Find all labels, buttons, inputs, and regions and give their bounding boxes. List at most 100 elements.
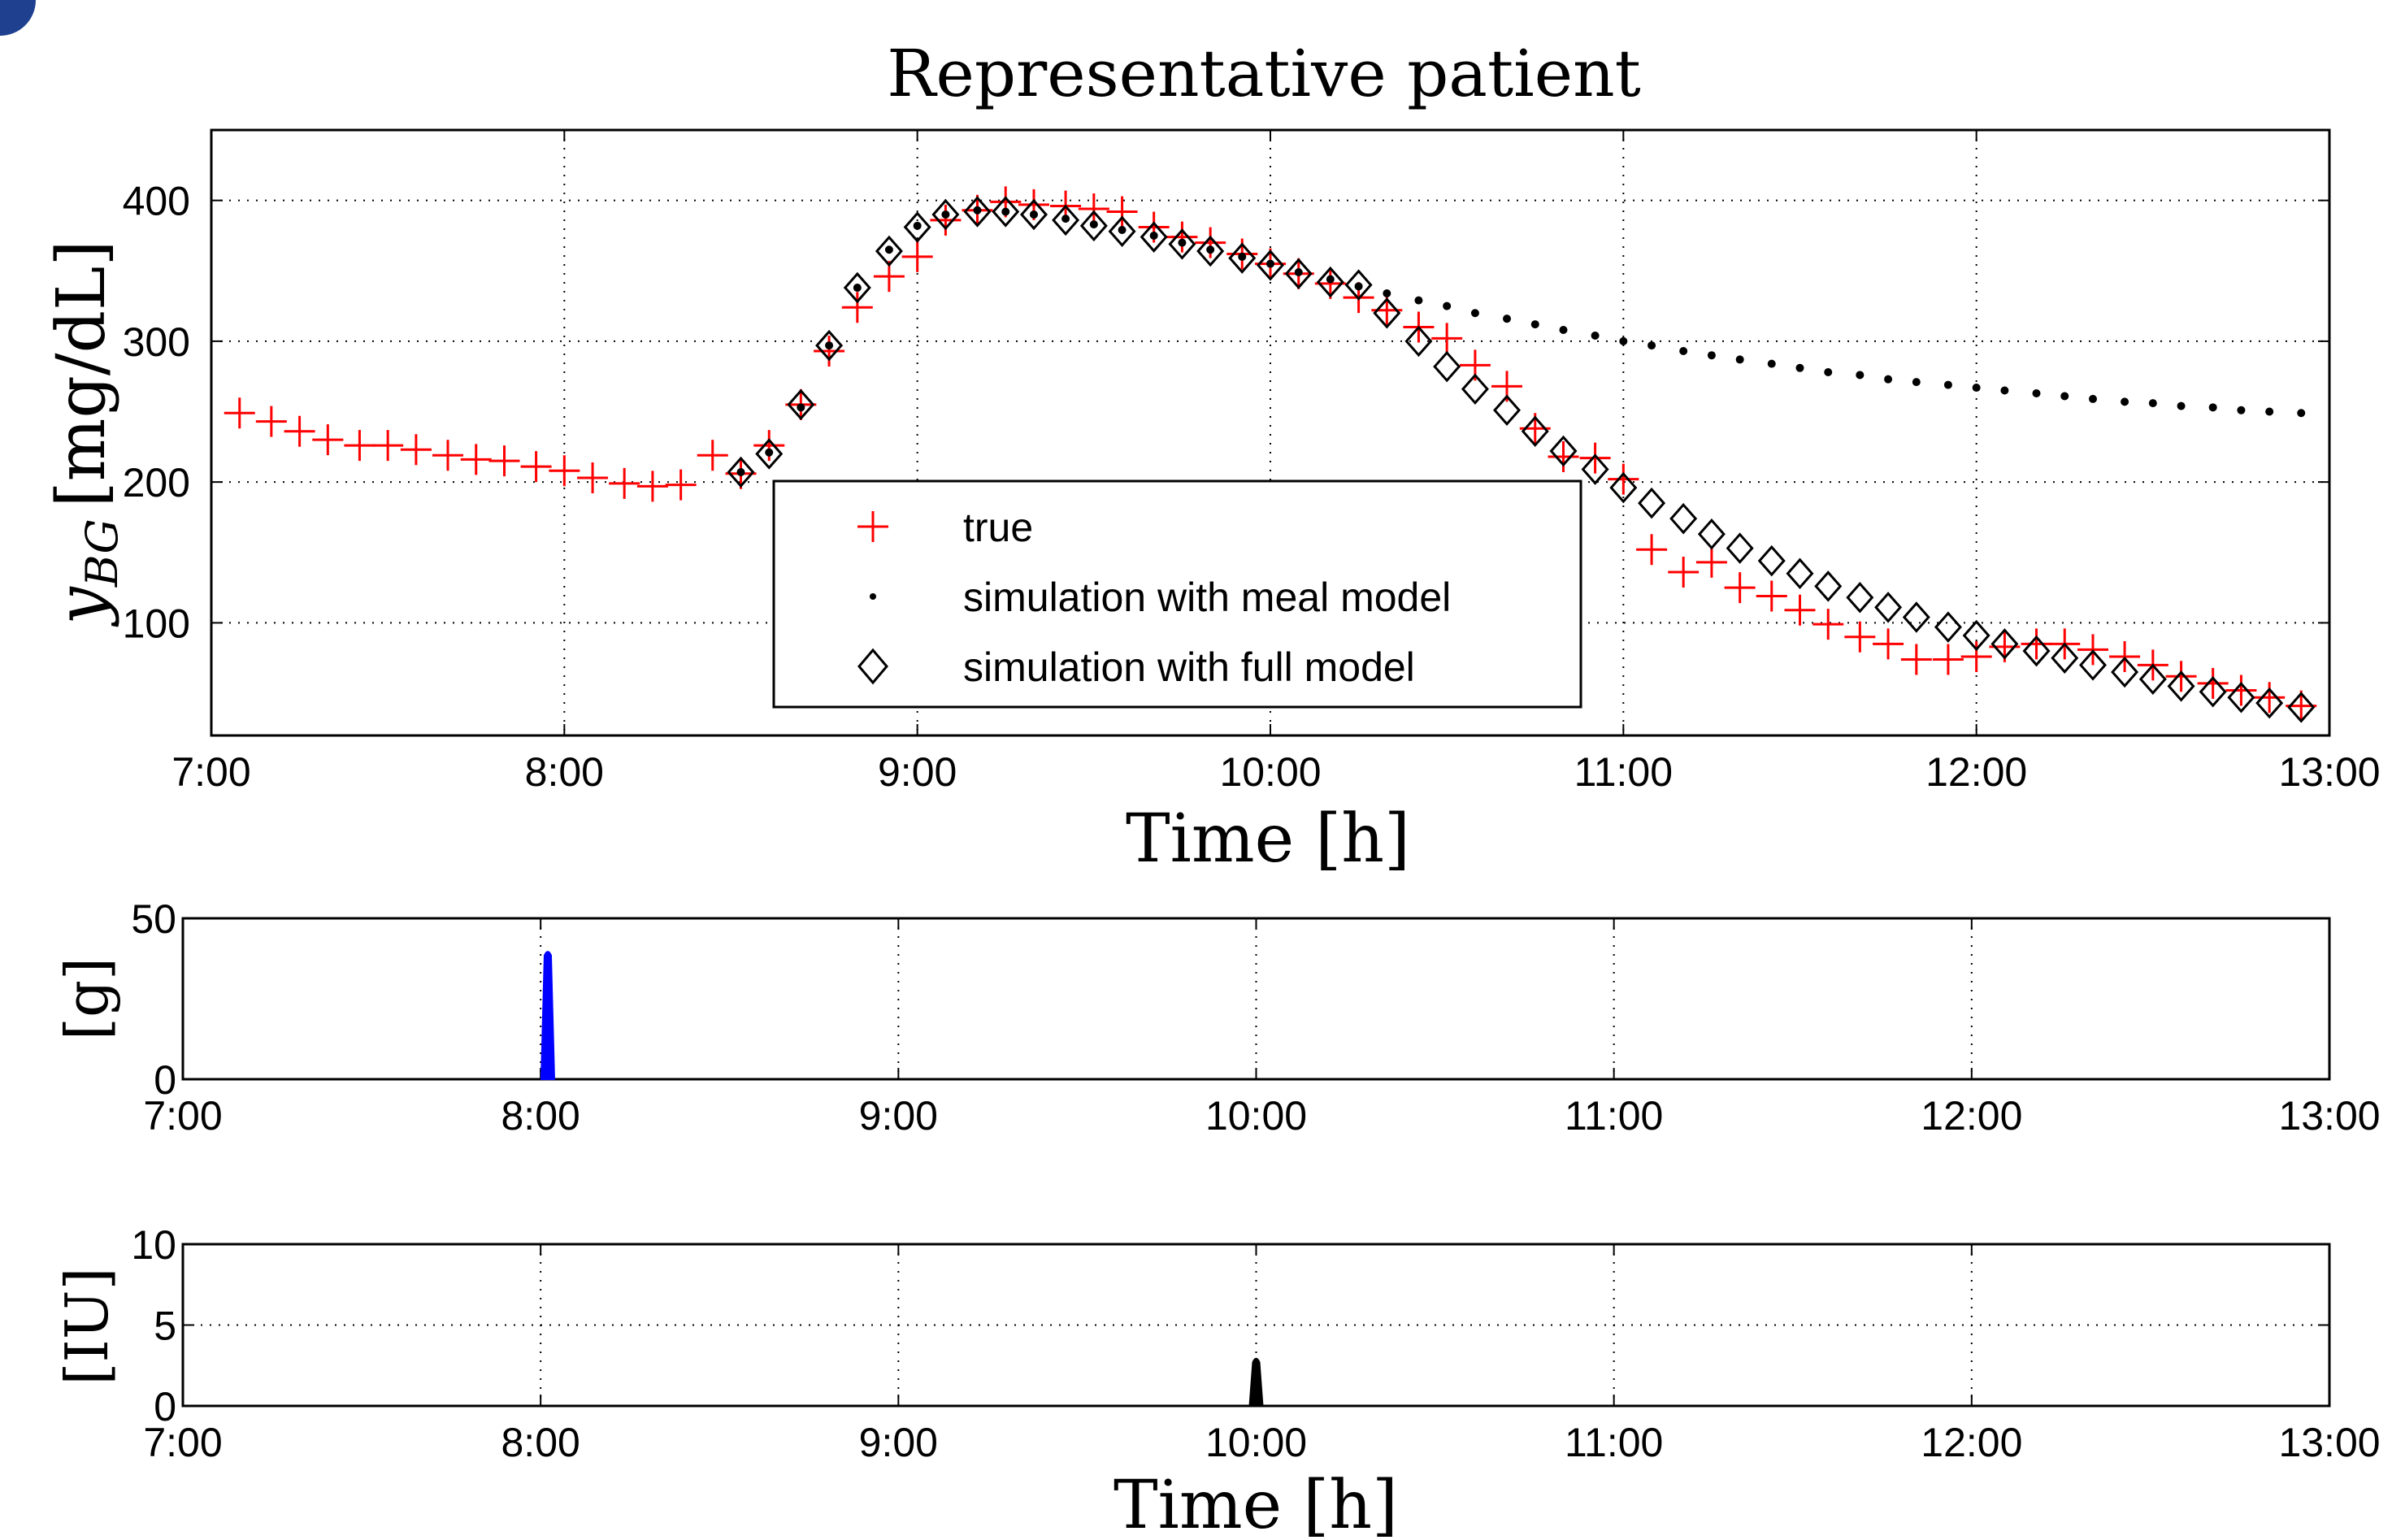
point-full-model	[1669, 502, 1698, 535]
point-meal-model	[973, 206, 982, 215]
x-tick-label: 7:00	[143, 1420, 222, 1465]
point-full-model	[1786, 557, 1814, 590]
point-full-model	[1316, 266, 1344, 298]
point-true	[432, 440, 464, 471]
insulin-marks	[1248, 1357, 1264, 1407]
x-tick-label: 10:00	[1219, 749, 1321, 795]
point-full-model	[1493, 394, 1522, 427]
point-meal-model	[1206, 245, 1215, 254]
point-meal-model	[2265, 407, 2274, 416]
point-full-model	[903, 211, 931, 243]
point-meal-model	[884, 245, 893, 254]
point-true	[1724, 572, 1756, 604]
x-tick-label: 11:00	[1574, 749, 1673, 795]
point-true	[284, 415, 315, 447]
point-meal-model	[2060, 392, 2069, 401]
insulin-grid	[183, 1244, 2329, 1406]
point-full-model	[1461, 373, 1489, 406]
point-meal-model	[1383, 288, 1391, 297]
point-meal-model	[1414, 296, 1423, 305]
point-meal-model	[825, 341, 834, 350]
x-tick-label: 8:00	[501, 1420, 580, 1465]
point-full-model	[2111, 656, 2139, 688]
point-meal-model	[736, 468, 745, 477]
x-tick-label: 8:00	[501, 1093, 580, 1139]
point-true	[1548, 440, 1579, 472]
point-full-model	[1228, 242, 1257, 274]
legend-label-true: true	[963, 505, 1033, 550]
point-meal-model	[2177, 401, 2186, 410]
point-full-model	[1019, 198, 1048, 231]
point-true	[520, 451, 552, 483]
point-true	[577, 462, 609, 493]
point-true	[1166, 221, 1198, 253]
point-meal-model	[2088, 394, 2097, 403]
point-meal-model	[1824, 368, 1833, 376]
point-full-model	[1079, 210, 1108, 242]
main-x-label: Time [h]	[1126, 800, 1410, 878]
insulin-pulse	[1248, 1357, 1264, 1407]
point-true	[1960, 640, 1992, 672]
y-tick-label: 10	[131, 1222, 176, 1268]
y-tick-label: 200	[123, 460, 190, 505]
point-meal-model	[1767, 359, 1776, 368]
point-true	[636, 471, 668, 502]
point-full-model	[843, 271, 871, 304]
x-tick-label: 7:00	[143, 1093, 222, 1139]
x-tick-label: 12:00	[1925, 749, 2027, 795]
y-tick-label: 0	[154, 1057, 176, 1103]
point-full-model	[1256, 249, 1285, 281]
y-tick-label: 50	[131, 896, 176, 942]
point-true	[1695, 546, 1727, 578]
x-tick-label: 12:00	[1921, 1093, 2022, 1139]
point-meal-model	[1089, 220, 1098, 229]
point-meal-model	[2032, 388, 2041, 397]
point-meal-model	[1912, 378, 1921, 387]
point-full-model	[1168, 228, 1196, 260]
point-full-model	[1373, 297, 1401, 329]
point-full-model	[1108, 215, 1136, 248]
point-meal-model	[2237, 406, 2246, 414]
svg-text:yBG[mg/dL]: yBG [mg/dL]	[43, 241, 128, 628]
point-true	[1106, 196, 1138, 228]
point-true	[609, 467, 640, 499]
point-meal-model	[941, 210, 950, 219]
point-true	[1932, 644, 1964, 675]
point-full-model	[963, 196, 992, 228]
point-meal-model	[1118, 226, 1127, 235]
point-full-model	[1962, 619, 1990, 652]
main-x-ticks: 7:00 8:00 9:00 10:00 11:00 12:00 13:00	[171, 130, 2381, 795]
meal-pulse	[540, 951, 555, 1080]
point-meal-model	[1443, 301, 1452, 310]
point-true	[1608, 463, 1639, 495]
insulin-y-ticks: 0 5 10	[131, 1222, 2329, 1429]
point-full-model	[815, 329, 844, 362]
x-tick-label: 13:00	[2278, 1420, 2380, 1465]
legend-marker-full	[857, 648, 888, 685]
point-full-model	[1404, 325, 1433, 358]
point-true	[2197, 667, 2229, 699]
point-true	[1844, 621, 1876, 653]
point-full-model	[1814, 570, 1843, 602]
point-full-model	[2138, 663, 2167, 695]
point-true	[2021, 628, 2052, 660]
meal-grid	[540, 918, 1973, 1079]
point-true	[665, 469, 697, 501]
point-meal-model	[2208, 403, 2217, 412]
point-meal-model	[1238, 252, 1247, 261]
point-meal-model	[1326, 275, 1335, 284]
point-full-model	[2022, 635, 2051, 667]
point-meal-model	[2000, 386, 2009, 395]
point-meal-model	[1559, 326, 1568, 335]
point-full-model	[1052, 204, 1080, 236]
meal-marks	[540, 951, 555, 1080]
point-meal-model	[1294, 267, 1303, 276]
point-meal-model	[1856, 371, 1865, 380]
point-full-model	[1902, 601, 1930, 633]
x-tick-label: 9:00	[859, 1093, 938, 1139]
point-true	[814, 336, 845, 367]
x-tick-label: 8:00	[525, 749, 604, 795]
point-full-model	[1344, 269, 1373, 301]
point-true	[2254, 682, 2286, 714]
point-meal-model	[1619, 336, 1628, 345]
